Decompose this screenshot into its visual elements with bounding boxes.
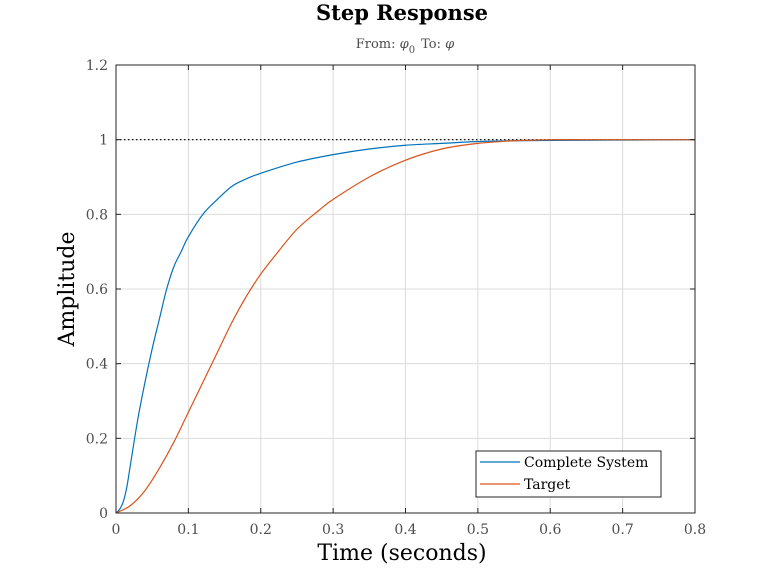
y-tick-label: 1 xyxy=(99,133,108,149)
chart-subtitle: From: φ0 To: φ xyxy=(356,37,455,56)
x-tick-label: 0.6 xyxy=(539,522,561,538)
y-tick-label: 0.8 xyxy=(86,207,108,223)
series-line-target xyxy=(115,138,695,514)
y-tick-label: 0.4 xyxy=(86,357,108,373)
y-tick-label: 0 xyxy=(99,506,108,522)
x-tick-label: 0.1 xyxy=(177,522,199,538)
subtitle-to-symbol: φ xyxy=(445,37,455,52)
y-tick-label: 0.2 xyxy=(86,431,108,447)
series-layer xyxy=(115,138,696,514)
legend: Complete System Target xyxy=(475,450,662,498)
legend-box xyxy=(475,450,662,498)
y-axis-label: Amplitude xyxy=(55,231,80,347)
legend-label-complete-system: Complete System xyxy=(524,455,648,471)
x-tick-label: 0.8 xyxy=(684,522,706,538)
x-tick-label: 0 xyxy=(112,522,121,538)
series-line-complete-system xyxy=(115,139,696,514)
legend-label-target: Target xyxy=(524,477,571,493)
subtitle-from-symbol: φ xyxy=(400,37,410,52)
x-axis-label: Time (seconds) xyxy=(317,541,486,566)
x-tick-label: 0.2 xyxy=(250,522,272,538)
x-tick-label: 0.3 xyxy=(322,522,344,538)
x-tick-label: 0.4 xyxy=(394,522,416,538)
subtitle-to-label: To: xyxy=(421,37,445,52)
y-tick-label: 1.2 xyxy=(86,58,108,74)
x-tick-label: 0.7 xyxy=(611,522,633,538)
subtitle-from-label: From: xyxy=(356,37,400,52)
subtitle-from-subscript: 0 xyxy=(409,45,415,56)
chart-title: Step Response xyxy=(316,0,488,25)
x-tick-label: 0.5 xyxy=(467,522,489,538)
tick-layer: 0 0.1 0.2 0.3 0.4 0.5 0.6 0.7 0.8 0 0.2 0.4 0.6 0.8 1 1… xyxy=(86,58,706,538)
y-tick-label: 0.6 xyxy=(86,282,108,298)
